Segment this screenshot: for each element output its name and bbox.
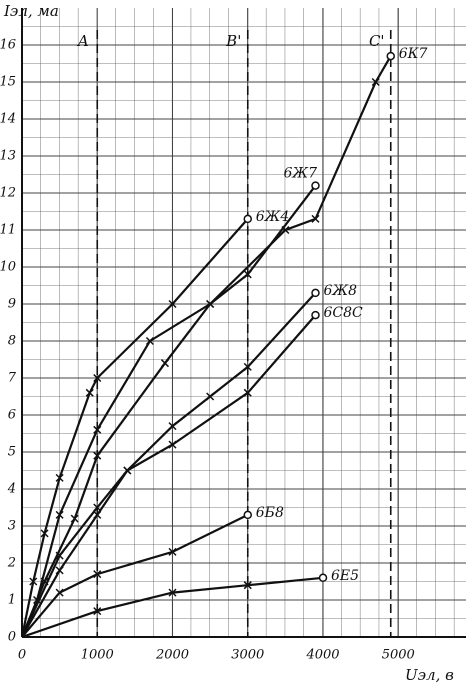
end-point [311,310,320,320]
curve [20,55,392,638]
point-cross [160,359,170,368]
y-tick-label: 12 [0,186,16,201]
boundary-label: A [76,32,89,50]
series-label: 6С8С [323,305,363,321]
y-tick-label: 0 [8,630,16,645]
point-cross [93,373,102,383]
y-tick-label: 1 [8,593,16,608]
series-label: 6Ж4 [256,209,290,225]
y-tick-label: 11 [0,223,16,238]
point-cross [70,514,79,523]
point-cross [281,225,290,235]
y-tick-label: 3 [8,519,16,534]
point-cross [29,577,38,586]
end-point [386,51,395,61]
point-cross [93,451,102,460]
point-cross [93,425,102,434]
y-tick-label: 9 [8,297,16,312]
y-axis-label: Iэл, ма [3,2,59,20]
x-tick-label: 5000 [382,648,415,663]
y-tick-label: 14 [0,112,16,127]
point-cross [168,547,177,556]
point-cross [123,466,132,475]
point-cross [55,566,64,575]
y-tick-label: 13 [0,149,16,164]
point-cross [243,270,252,279]
point-cross [55,510,64,519]
x-tick-label: 2000 [155,648,189,663]
point-cross [243,388,252,397]
point-cross [55,473,64,482]
point-cross [371,77,380,87]
y-tick-label: 10 [0,260,16,275]
point-cross [168,440,177,449]
series-label: 6К7 [399,46,428,62]
point-cross [93,510,102,519]
point-cross [243,581,252,590]
series-label: 6Ж7 [283,166,317,182]
y-tick-label: 16 [0,38,16,53]
series-label: 6Е5 [331,568,359,584]
point-cross [206,299,215,309]
y-tick-label: 4 [7,482,16,497]
y-tick-label: 6 [8,408,16,423]
y-tick-label: 2 [7,556,16,571]
point-cross [55,551,64,560]
end-point [318,573,328,583]
point-cross [85,388,94,397]
y-tick-label: 7 [8,371,17,386]
point-cross [55,588,64,597]
point-cross [168,422,177,431]
y-tick-label: 8 [8,334,16,349]
point-cross [168,299,177,309]
point-cross [93,607,102,616]
series-label: 6Б8 [256,505,284,521]
boundary-label: B' [225,32,241,50]
point-cross [311,214,320,223]
x-tick-label: 3000 [231,648,264,663]
point-cross [145,336,154,346]
x-tick-label: 1000 [81,648,114,663]
curve [21,292,317,638]
minor-grid [22,8,466,637]
end-point [243,214,253,224]
point-cross [168,588,177,597]
series-label: 6Ж8 [323,283,357,299]
y-tick-label: 5 [8,445,16,460]
point-cross [243,362,252,371]
x-tick-label: 4000 [305,648,339,663]
end-point [243,510,253,520]
curve [20,184,317,638]
end-point [311,288,320,298]
y-tick-label: 15 [0,75,16,90]
point-cross [206,392,215,401]
x-tick-label: 0 [18,648,26,663]
end-point [311,181,320,190]
curve [20,218,249,638]
point-cross [93,570,102,579]
point-cross [40,529,49,538]
boundary-label: C' [369,32,385,50]
x-axis-label: Uэл, в [405,666,454,684]
